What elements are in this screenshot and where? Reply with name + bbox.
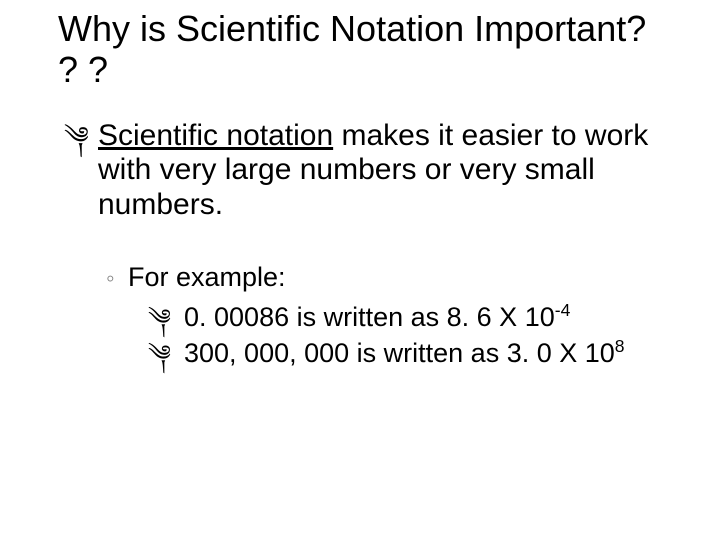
ex2-exponent: 8 <box>615 336 625 356</box>
curly-bullet-icon: ༆ <box>148 304 184 334</box>
slide-container: Why is Scientific Notation Important? ? … <box>0 0 720 371</box>
main-bullet-item: ༆Scientific notation makes it easier to … <box>64 119 672 223</box>
ex1-prefix: 0. 00086 is written as 8. 6 X 10 <box>184 302 555 332</box>
slide-title: Why is Scientific Notation Important? ? … <box>58 8 672 91</box>
example-item-1: ༆0. 00086 is written as 8. 6 X 10-4 <box>148 301 672 335</box>
ex1-exponent: -4 <box>555 300 571 320</box>
example-label: ◦For example: <box>106 262 672 293</box>
example-item-2: ༆300, 000, 000 is written as 3. 0 X 108 <box>148 337 672 371</box>
ex2-prefix: 300, 000, 000 is written as 3. 0 X 10 <box>184 338 615 368</box>
curly-bullet-icon: ༆ <box>64 122 98 152</box>
circle-bullet-icon: ◦ <box>106 265 128 293</box>
main-underlined-text: Scientific notation <box>98 119 333 152</box>
example-label-text: For example: <box>128 262 286 292</box>
curly-bullet-icon: ༆ <box>148 340 184 370</box>
